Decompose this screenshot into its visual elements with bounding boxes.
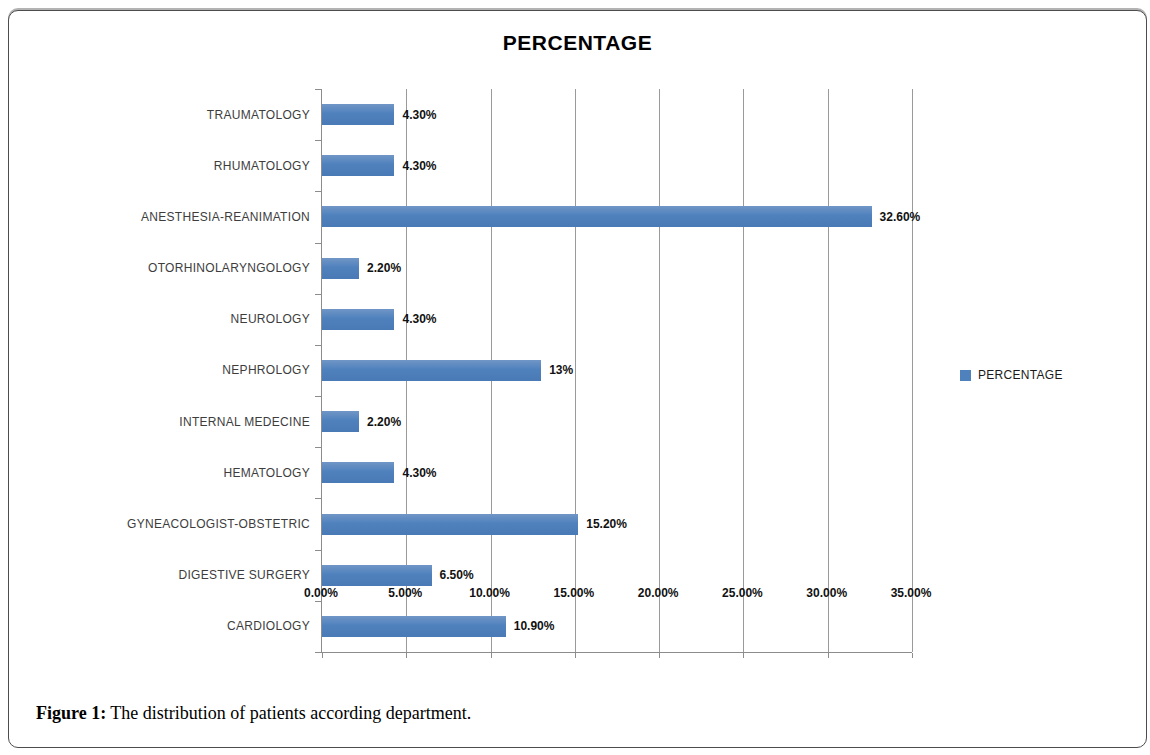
caption-text: The distribution of patients according d… [106,703,471,723]
value-label: 4.30% [402,108,436,122]
chart-legend: PERCENTAGE [960,368,1063,382]
y-axis-tick [315,498,322,499]
y-axis-tick [315,345,322,346]
y-axis-tick [315,396,322,397]
legend-label: PERCENTAGE [978,368,1063,382]
y-axis-tick [315,601,322,602]
x-axis-tick [659,653,660,658]
category-label: NEPHROLOGY [20,363,310,377]
value-label: 4.30% [402,466,436,480]
value-label: 13% [549,363,573,377]
y-axis-tick [315,191,322,192]
x-axis-tick [491,653,492,658]
category-label: GYNEACOLOGIST-OBSTETRIC [20,517,310,531]
bar-row: OTORHINOLARYNGOLOGY2.20% [322,243,912,294]
bar-row: RHUMATOLOGY4.30% [322,140,912,191]
bar-row: NEPHROLOGY13% [322,345,912,396]
y-axis-tick [315,140,322,141]
bar [322,206,872,227]
plot-area: TRAUMATOLOGY4.30%RHUMATOLOGY4.30%ANESTHE… [321,89,912,653]
value-label: 6.50% [440,568,474,582]
bar [322,104,394,125]
bar [322,514,578,535]
y-axis-tick [315,294,322,295]
bar [322,360,541,381]
value-label: 2.20% [367,415,401,429]
x-axis-label: 25.00% [722,586,763,600]
y-axis-tick [315,550,322,551]
bar [322,258,359,279]
figure-frame: PERCENTAGE TRAUMATOLOGY4.30%RHUMATOLOGY4… [8,10,1147,748]
bar-row: ANESTHESIA-REANIMATION32.60% [322,191,912,242]
bar-row: HEMATOLOGY4.30% [322,447,912,498]
bar [322,155,394,176]
x-axis-label: 20.00% [638,586,679,600]
category-label: OTORHINOLARYNGOLOGY [20,261,310,275]
y-axis-tick [315,652,322,653]
bar [322,565,432,586]
x-axis-tick [743,653,744,658]
bar [322,309,394,330]
y-axis-tick [315,89,322,90]
value-label: 4.30% [402,312,436,326]
x-axis-tick [828,653,829,658]
value-label: 32.60% [880,210,921,224]
category-label: CARDIOLOGY [20,619,310,633]
bar [322,411,359,432]
bar [322,462,394,483]
x-axis-tick [406,653,407,658]
y-axis-tick [315,243,322,244]
x-axis-tick [912,653,913,658]
category-label: ANESTHESIA-REANIMATION [20,210,310,224]
caption-prefix: Figure 1: [36,703,106,723]
category-label: TRAUMATOLOGY [20,108,310,122]
bar-row: CARDIOLOGY10.90% [322,601,912,652]
legend-swatch-icon [960,370,971,381]
x-axis-label: 30.00% [806,586,847,600]
value-label: 4.30% [402,159,436,173]
value-label: 10.90% [514,619,555,633]
x-axis-tick [575,653,576,658]
bar [322,616,506,637]
gridline [912,89,913,652]
bar-row: GYNEACOLOGIST-OBSTETRIC15.20% [322,498,912,549]
bar-row: TRAUMATOLOGY4.30% [322,89,912,140]
value-label: 15.20% [586,517,627,531]
figure-caption: Figure 1: The distribution of patients a… [36,703,471,724]
category-label: NEUROLOGY [20,312,310,326]
category-label: RHUMATOLOGY [20,159,310,173]
x-axis-label: 0.00% [304,586,338,600]
x-axis-label: 10.00% [469,586,510,600]
x-axis-tick [322,653,323,658]
category-label: DIGESTIVE SURGERY [20,568,310,582]
value-label: 2.20% [367,261,401,275]
chart-title: PERCENTAGE [9,31,1146,55]
bar-row: NEUROLOGY4.30% [322,294,912,345]
category-label: INTERNAL MEDECINE [20,415,310,429]
x-axis-label: 35.00% [891,586,932,600]
category-label: HEMATOLOGY [20,466,310,480]
x-axis-label: 15.00% [553,586,594,600]
bar-row: INTERNAL MEDECINE2.20% [322,396,912,447]
y-axis-tick [315,447,322,448]
x-axis-label: 5.00% [388,586,422,600]
